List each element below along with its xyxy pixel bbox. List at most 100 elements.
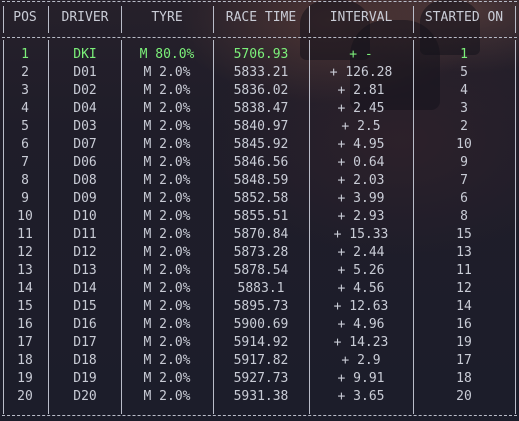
tyre-cell: M 2.0% xyxy=(143,173,191,188)
driver-cell: D19 xyxy=(73,371,97,386)
driver-cell: D17 xyxy=(73,335,97,350)
driver-cell: D02 xyxy=(73,83,97,98)
pos-cell: 19 xyxy=(17,371,33,386)
driver-cell: D20 xyxy=(73,389,97,404)
race-time-cell: 5846.56 xyxy=(233,155,289,170)
started-on-cell: 3 xyxy=(460,101,468,116)
column-separator xyxy=(48,6,49,33)
table-row: 10 D10 M 2.0% 5855.51 + 2.93 8 xyxy=(0,208,519,226)
interval-cell: + 14.23 xyxy=(333,335,389,350)
interval-cell: + 2.5 xyxy=(341,119,381,134)
column-separator xyxy=(121,40,122,414)
interval-cell: + 2.9 xyxy=(341,353,381,368)
driver-cell: D08 xyxy=(73,173,97,188)
tyre-cell: M 2.0% xyxy=(143,281,191,296)
race-time-cell: 5878.54 xyxy=(233,263,289,278)
driver-cell: D07 xyxy=(73,137,97,152)
race-time-cell: 5927.73 xyxy=(233,371,289,386)
table-header-row: POS DRIVER TYRE RACE TIME INTERVAL START… xyxy=(0,9,519,27)
interval-cell: + 126.28 xyxy=(329,65,393,80)
column-separator xyxy=(48,40,49,414)
started-on-cell: 17 xyxy=(456,353,472,368)
tyre-cell: M 2.0% xyxy=(143,65,191,80)
interval-cell: + 2.93 xyxy=(337,209,385,224)
header-separator xyxy=(2,37,517,38)
race-time-cell: 5931.38 xyxy=(233,389,289,404)
table-row: 20 D20 M 2.0% 5931.38 + 3.65 20 xyxy=(0,388,519,406)
column-header-pos: POS xyxy=(13,10,37,25)
driver-cell: D12 xyxy=(73,245,97,260)
started-on-cell: 8 xyxy=(460,209,468,224)
table-row: 14 D14 M 2.0% 5883.1 + 4.56 12 xyxy=(0,280,519,298)
started-on-cell: 7 xyxy=(460,173,468,188)
tyre-cell: M 2.0% xyxy=(143,299,191,314)
table-row: 2 D01 M 2.0% 5833.21 + 126.28 5 xyxy=(0,64,519,82)
pos-cell: 8 xyxy=(21,173,29,188)
interval-cell: + 4.96 xyxy=(337,317,385,332)
race-time-cell: 5855.51 xyxy=(233,209,289,224)
interval-cell: + 3.99 xyxy=(337,191,385,206)
race-time-cell: 5845.92 xyxy=(233,137,289,152)
tyre-cell: M 2.0% xyxy=(143,191,191,206)
tyre-cell: M 2.0% xyxy=(143,101,191,116)
started-on-cell: 14 xyxy=(456,299,472,314)
started-on-cell: 4 xyxy=(460,83,468,98)
pos-cell: 16 xyxy=(17,317,33,332)
interval-cell: + 12.63 xyxy=(333,299,389,314)
column-separator xyxy=(515,6,516,33)
tyre-cell: M 2.0% xyxy=(143,353,191,368)
driver-cell: D03 xyxy=(73,119,97,134)
race-time-cell: 5870.84 xyxy=(233,227,289,242)
table-row: 19 D19 M 2.0% 5927.73 + 9.91 18 xyxy=(0,370,519,388)
driver-cell: DKI xyxy=(73,47,97,62)
tyre-cell: M 2.0% xyxy=(143,389,191,404)
race-time-cell: 5852.58 xyxy=(233,191,289,206)
interval-cell: + 4.56 xyxy=(337,281,385,296)
pos-cell: 12 xyxy=(17,245,33,260)
table-row: 7 D06 M 2.0% 5846.56 + 0.64 9 xyxy=(0,154,519,172)
pos-cell: 20 xyxy=(17,389,33,404)
tyre-cell: M 2.0% xyxy=(143,245,191,260)
started-on-cell: 12 xyxy=(456,281,472,296)
started-on-cell: 20 xyxy=(456,389,472,404)
race-time-cell: 5883.1 xyxy=(237,281,285,296)
interval-cell: + 15.33 xyxy=(333,227,389,242)
column-header-interval: INTERVAL xyxy=(329,10,393,25)
race-time-cell: 5836.02 xyxy=(233,83,289,98)
pos-cell: 5 xyxy=(21,119,29,134)
tyre-cell: M 2.0% xyxy=(143,119,191,134)
interval-cell: + 5.26 xyxy=(337,263,385,278)
driver-cell: D18 xyxy=(73,353,97,368)
driver-cell: D04 xyxy=(73,101,97,116)
race-time-cell: 5833.21 xyxy=(233,65,289,80)
pos-cell: 9 xyxy=(21,191,29,206)
column-header-tyre: TYRE xyxy=(151,10,183,25)
tyre-cell: M 80.0% xyxy=(139,47,195,62)
tyre-cell: M 2.0% xyxy=(143,227,191,242)
interval-cell: + 2.44 xyxy=(337,245,385,260)
table-row: 12 D12 M 2.0% 5873.28 + 2.44 13 xyxy=(0,244,519,262)
tyre-cell: M 2.0% xyxy=(143,371,191,386)
tyre-cell: M 2.0% xyxy=(143,317,191,332)
column-header-driver: DRIVER xyxy=(61,10,109,25)
table-row: 8 D08 M 2.0% 5848.59 + 2.03 7 xyxy=(0,172,519,190)
driver-cell: D16 xyxy=(73,317,97,332)
interval-cell: + 4.95 xyxy=(337,137,385,152)
pos-cell: 15 xyxy=(17,299,33,314)
started-on-cell: 2 xyxy=(460,119,468,134)
started-on-cell: 19 xyxy=(456,335,472,350)
started-on-cell: 6 xyxy=(460,191,468,206)
pos-cell: 10 xyxy=(17,209,33,224)
pos-cell: 2 xyxy=(21,65,29,80)
pos-cell: 14 xyxy=(17,281,33,296)
interval-cell: + 9.91 xyxy=(337,371,385,386)
column-separator xyxy=(121,6,122,33)
started-on-cell: 9 xyxy=(460,155,468,170)
race-time-cell: 5917.82 xyxy=(233,353,289,368)
driver-cell: D15 xyxy=(73,299,97,314)
driver-cell: D01 xyxy=(73,65,97,80)
column-separator xyxy=(413,6,414,33)
interval-cell: + 2.03 xyxy=(337,173,385,188)
interval-cell: + 3.65 xyxy=(337,389,385,404)
